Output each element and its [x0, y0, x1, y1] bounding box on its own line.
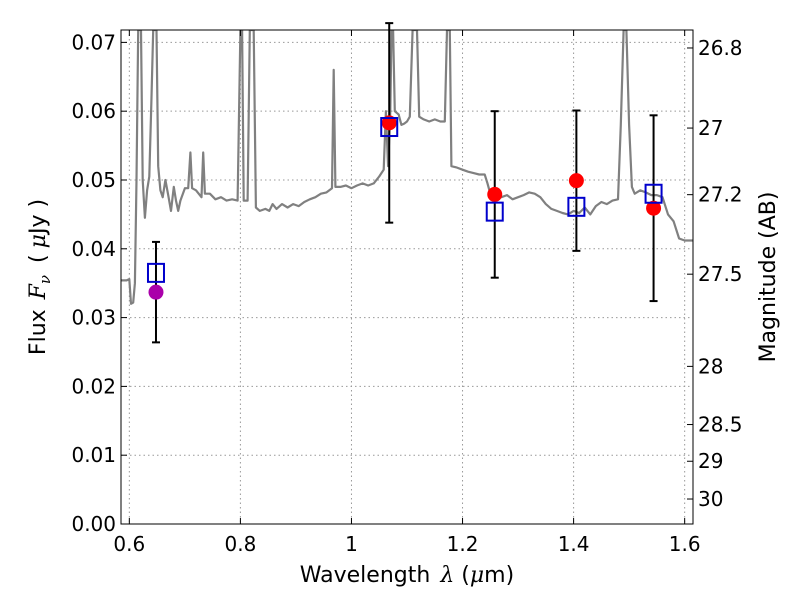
observed-points-layer [148, 115, 662, 300]
x-tick-label: 0.8 [224, 532, 256, 556]
right-tick-label: 27.5 [698, 262, 743, 286]
y-tick-label: 0.04 [71, 237, 116, 261]
right-tick-label: 30 [698, 487, 723, 511]
right-tick-label: 28.5 [698, 413, 743, 437]
model-box-band-1 [146, 262, 165, 283]
y-tick-label: 0.06 [71, 99, 116, 123]
x-tick-label: 1.2 [447, 532, 479, 556]
model-box-band-4 [567, 196, 586, 217]
tick-marks [121, 30, 693, 525]
observed-point-band-2 [381, 115, 397, 131]
grid-lines [121, 30, 693, 525]
right-axis-label: Magnitude (AB) [756, 192, 781, 363]
x-axis-label: Wavelength λ (μm) [300, 563, 514, 588]
right-tick-label: 27 [698, 116, 723, 140]
model-boxes-layer [146, 117, 663, 283]
spectrum-layer [121, 30, 693, 305]
observed-point-band-1 [148, 284, 164, 300]
x-tick-label: 0.6 [113, 532, 145, 556]
right-tick-label: 28 [698, 354, 723, 378]
spectrum-line [121, 30, 693, 305]
y-tick-label: 0.01 [71, 443, 116, 467]
x-tick-label: 1 [345, 532, 358, 556]
y-axis-label: FluxFν(μJy ) [26, 199, 54, 355]
right-tick-label: 26.8 [698, 36, 743, 60]
y-tick-label: 0.07 [71, 30, 116, 54]
model-box-band-5 [644, 183, 663, 204]
observed-point-band-5 [646, 200, 662, 216]
model-box-band-3 [485, 201, 504, 222]
observed-point-band-4 [568, 173, 584, 189]
y-tick-label: 0.02 [71, 374, 116, 398]
right-tick-label: 29 [698, 449, 723, 473]
right-tick-label: 27.2 [698, 183, 743, 207]
tick-labels: 0.6 0.8 1 1.2 1.4 1.6 0.00 0.01 0.02 0.03 0.04 0.05… [71, 30, 742, 556]
observed-point-band-3 [487, 186, 503, 202]
y-tick-label: 0.05 [71, 168, 116, 192]
y-tick-label: 0.00 [71, 512, 116, 536]
plot-frame [120, 29, 694, 525]
x-tick-label: 1.6 [669, 532, 701, 556]
y-tick-label: 0.03 [71, 306, 116, 330]
model-box-band-2 [380, 117, 399, 138]
x-tick-label: 1.4 [558, 532, 590, 556]
